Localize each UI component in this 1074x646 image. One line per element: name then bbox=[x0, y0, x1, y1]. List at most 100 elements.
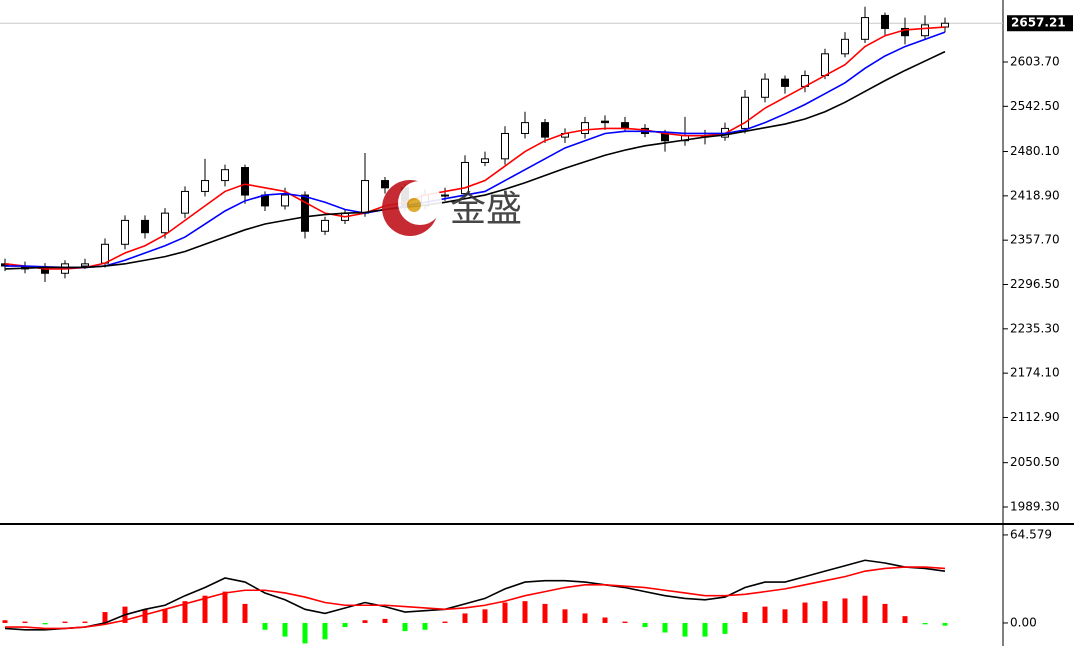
y-tick-label: 2480.10 bbox=[1010, 144, 1060, 158]
histogram-bar bbox=[62, 621, 68, 623]
histogram-bar bbox=[882, 603, 888, 623]
last-price-box bbox=[1007, 15, 1073, 32]
histogram-bar bbox=[722, 622, 728, 634]
histogram-bar bbox=[102, 612, 108, 623]
histogram-bar bbox=[142, 609, 148, 623]
y-tick-label: 64.579 bbox=[1010, 527, 1052, 541]
candle-body bbox=[821, 53, 829, 77]
histogram-bar bbox=[782, 609, 788, 623]
histogram-bar bbox=[542, 603, 548, 623]
candle-body bbox=[601, 120, 609, 124]
histogram-bar bbox=[622, 621, 628, 623]
candle-body bbox=[581, 122, 589, 134]
candle-body bbox=[301, 194, 309, 232]
histogram-bar bbox=[682, 622, 688, 637]
y-tick-label: 2542.50 bbox=[1010, 99, 1060, 113]
watermark-text: 金盛 bbox=[450, 189, 522, 230]
histogram-bar bbox=[462, 613, 468, 623]
candle-body bbox=[261, 194, 269, 207]
histogram-bar bbox=[22, 621, 28, 623]
histogram-bar bbox=[282, 622, 288, 637]
candle-body bbox=[921, 24, 929, 37]
candle-body bbox=[781, 78, 789, 87]
candle-body bbox=[621, 122, 629, 129]
candle-body bbox=[161, 212, 169, 234]
candle-body bbox=[441, 194, 449, 197]
histogram-bar bbox=[522, 601, 528, 623]
histogram-bar bbox=[382, 618, 388, 623]
candle-body bbox=[121, 219, 129, 245]
histogram-bar bbox=[322, 622, 328, 640]
histogram-bar bbox=[822, 601, 828, 623]
histogram-bar bbox=[902, 616, 908, 623]
histogram-bar bbox=[742, 612, 748, 623]
y-tick-label: 2418.90 bbox=[1010, 188, 1060, 202]
histogram-bar bbox=[222, 591, 228, 623]
candle-body bbox=[221, 169, 229, 182]
candle-body bbox=[841, 38, 849, 55]
candle-body bbox=[461, 161, 469, 195]
y-tick-label: 2235.30 bbox=[1010, 321, 1060, 335]
candle-body bbox=[321, 219, 329, 232]
histogram-bar bbox=[422, 622, 428, 630]
indicator-line bbox=[5, 566, 946, 630]
histogram-bar bbox=[642, 622, 648, 628]
candle-body bbox=[201, 180, 209, 192]
histogram-bar bbox=[922, 622, 928, 625]
histogram-bar bbox=[262, 622, 268, 630]
histogram-bar bbox=[502, 602, 508, 623]
histogram-bar bbox=[42, 622, 48, 625]
histogram-bar bbox=[802, 602, 808, 623]
candle-body bbox=[521, 122, 529, 134]
histogram-bar bbox=[82, 621, 88, 623]
candle-body bbox=[941, 22, 949, 28]
histogram-bar bbox=[442, 621, 448, 623]
candle-body bbox=[861, 17, 869, 40]
histogram-bar bbox=[162, 609, 168, 623]
candle-body bbox=[181, 190, 189, 214]
candle-body bbox=[101, 243, 109, 264]
y-tick-label: 1989.30 bbox=[1010, 499, 1060, 513]
histogram-bar bbox=[862, 595, 868, 623]
last-price-label: 2657.21 bbox=[1011, 16, 1066, 30]
candle-body bbox=[661, 132, 669, 142]
histogram-bar bbox=[342, 622, 348, 628]
candle-body bbox=[541, 122, 549, 138]
candle-body bbox=[881, 14, 889, 29]
histogram-bar bbox=[482, 609, 488, 623]
candle-body bbox=[761, 78, 769, 98]
histogram-bar bbox=[762, 606, 768, 623]
histogram-bar bbox=[842, 598, 848, 623]
histogram-bar bbox=[702, 622, 708, 637]
histogram-bar bbox=[362, 620, 368, 623]
candle-body bbox=[481, 158, 489, 163]
histogram-bar bbox=[942, 622, 948, 626]
histogram-bar bbox=[402, 622, 408, 632]
candle-body bbox=[901, 27, 909, 37]
histogram-bar bbox=[182, 601, 188, 623]
watermark: 金盛 bbox=[382, 180, 522, 236]
moving-average bbox=[4, 26, 946, 270]
histogram-bar bbox=[562, 609, 568, 623]
histogram-bar bbox=[602, 617, 608, 623]
moving-average bbox=[5, 31, 946, 269]
histogram-bar bbox=[2, 620, 8, 623]
y-tick-label: 2296.50 bbox=[1010, 277, 1060, 291]
y-tick-label: 2603.70 bbox=[1010, 54, 1060, 68]
indicator-line bbox=[4, 559, 946, 631]
candle-body bbox=[281, 194, 289, 207]
candle-body bbox=[381, 180, 389, 189]
candle-body bbox=[501, 132, 509, 160]
candle-body bbox=[81, 263, 89, 267]
histogram-bar bbox=[302, 622, 308, 644]
y-tick-label: 2050.50 bbox=[1010, 455, 1060, 469]
histogram-bar bbox=[202, 595, 208, 623]
candle-body bbox=[141, 219, 149, 234]
histogram-bar bbox=[582, 613, 588, 623]
candle-body bbox=[361, 180, 369, 214]
y-tick-label: 2174.10 bbox=[1010, 366, 1060, 380]
moving-average bbox=[4, 50, 946, 270]
histogram-bar bbox=[242, 603, 248, 623]
